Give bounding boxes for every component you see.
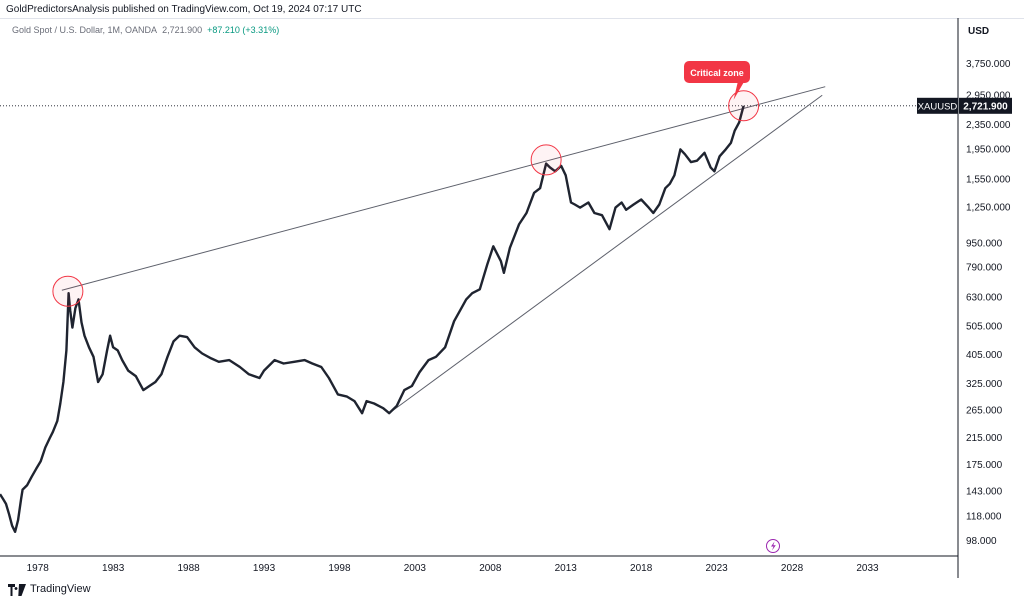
callout-label: Critical zone	[690, 68, 744, 78]
highlight-circle-2[interactable]	[530, 144, 562, 176]
price-axis-currency[interactable]: USD	[968, 26, 990, 37]
y-tick-label: 1,250.000	[966, 203, 1011, 214]
y-tick-label: 215.000	[966, 433, 1003, 444]
y-tick-label: 1,950.000	[966, 144, 1011, 155]
trendline-1[interactable]	[61, 86, 826, 291]
x-tick-label: 2003	[404, 563, 427, 574]
symbol-description: Gold Spot / U.S. Dollar, 1M, OANDA	[12, 25, 158, 35]
tradingview-footer[interactable]: TradingView	[8, 583, 91, 596]
tradingview-logo-icon	[8, 583, 26, 596]
tradingview-brand: TradingView	[30, 583, 91, 595]
x-tick-label: 2008	[479, 563, 502, 574]
x-tick-label: 2028	[781, 563, 804, 574]
publisher-bar: GoldPredictorsAnalysis published on Trad…	[0, 0, 1024, 19]
y-tick-label: 630.000	[966, 292, 1003, 303]
y-tick-label: 505.000	[966, 321, 1003, 332]
y-tick-label: 175.000	[966, 460, 1003, 471]
y-tick-label: 2,350.000	[966, 120, 1011, 131]
y-tick-label: 325.000	[966, 379, 1003, 390]
y-tick-label: 143.000	[966, 486, 1003, 497]
lightning-icon	[771, 541, 776, 551]
y-tick-label: 3,750.000	[966, 59, 1011, 70]
last-price-tag[interactable]	[959, 97, 1012, 114]
symbol-tag	[917, 97, 958, 114]
callout-box[interactable]	[684, 61, 750, 83]
y-tick-label: 118.000	[966, 512, 1002, 523]
x-tick-label: 1998	[328, 563, 351, 574]
x-tick-label: 1983	[102, 563, 125, 574]
x-tick-label: 2023	[705, 563, 728, 574]
x-tick-label: 2033	[856, 563, 879, 574]
x-tick-label: 2018	[630, 563, 653, 574]
y-tick-label: 98.000	[966, 536, 997, 547]
symbol-price: 2,721.900	[162, 25, 203, 35]
y-tick-label: 405.000	[966, 350, 1003, 361]
highlight-circle-1[interactable]	[52, 275, 84, 307]
publisher-text: GoldPredictorsAnalysis published on Trad…	[6, 4, 362, 15]
y-tick-label: 790.000	[966, 263, 1003, 274]
symbol-legend[interactable]: Gold Spot / U.S. Dollar, 1M, OANDA 2,721…	[12, 25, 279, 35]
symbol-change: +87.210 (+3.31%)	[207, 25, 280, 35]
y-tick-label: 950.000	[966, 239, 1003, 250]
y-tick-label: 1,550.000	[966, 174, 1011, 185]
y-tick-label: 2,950.000	[966, 90, 1011, 101]
trendline-2[interactable]	[388, 94, 823, 414]
x-tick-label: 1993	[253, 563, 276, 574]
highlight-circle-3[interactable]	[728, 90, 760, 122]
last-price-label: 2,721.900	[963, 101, 1008, 112]
y-tick-label: 265.000	[966, 406, 1003, 417]
x-tick-label: 1978	[27, 563, 50, 574]
symbol-tag-label: XAUUSD	[918, 101, 958, 112]
price-series-line[interactable]	[0, 105, 745, 533]
x-tick-label: 2013	[555, 563, 578, 574]
x-tick-label: 1988	[177, 563, 200, 574]
